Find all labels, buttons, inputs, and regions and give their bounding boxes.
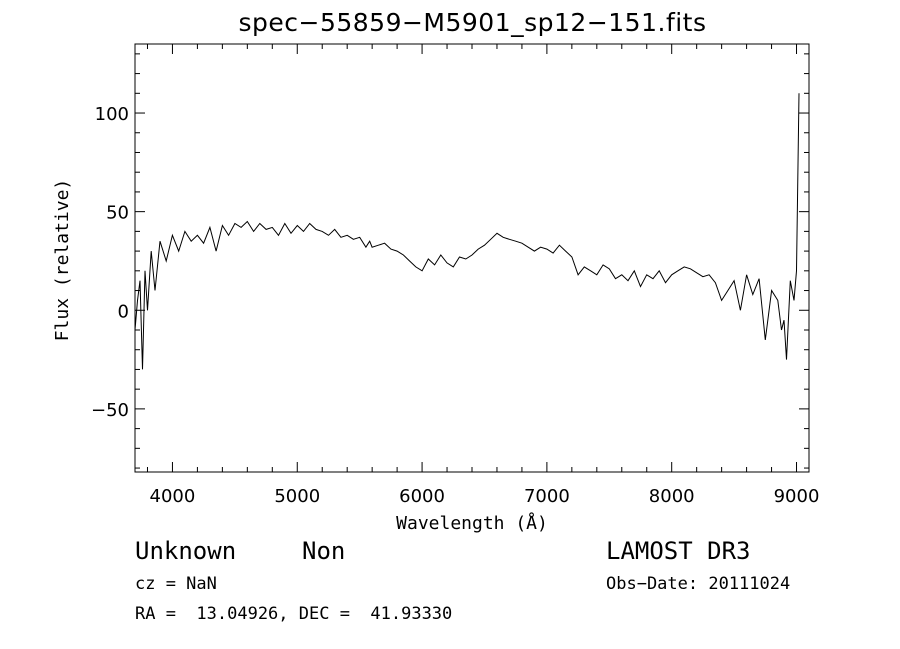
x-tick-label: 7000 [524,486,570,507]
x-tick-label: 6000 [399,486,445,507]
x-tick-label: 8000 [649,486,695,507]
axis-ticks [135,44,809,472]
x-axis-label: Wavelength (Å) [396,512,548,534]
spectrum-line [134,93,800,370]
x-tick-label: 9000 [774,486,820,507]
object-class: Non [302,537,346,565]
plot-frame [134,43,810,473]
survey-label: LAMOST DR3 [606,537,751,565]
chart-title: spec−55859−M5901_sp12−151.fits [238,8,707,37]
coordinates-label: RA = 13.04926, DEC = 41.93330 [135,604,453,624]
obs-date-label: Obs−Date: 20111024 [606,574,791,594]
axis-tick-labels: 4000 5000 6000 7000 8000 9000 −50 0 50 100 [91,104,819,507]
y-tick-label: 50 [106,203,129,224]
y-tick-label: −50 [91,400,129,421]
y-tick-label: 100 [95,104,129,125]
y-tick-label: 0 [118,301,129,322]
x-tick-label: 4000 [150,486,196,507]
object-name: Unknown [135,537,237,565]
x-tick-label: 5000 [274,486,320,507]
redshift-label: cz = NaN [135,574,217,594]
y-axis-label: Flux (relative) [52,179,73,342]
